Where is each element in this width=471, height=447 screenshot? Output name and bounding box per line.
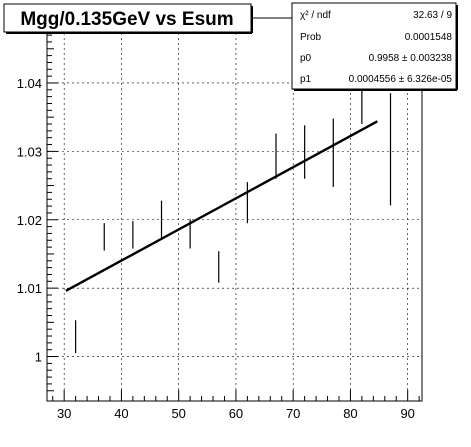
error-bars (75, 48, 392, 354)
fit-line (65, 120, 378, 292)
x-tick-label: 60 (229, 406, 243, 421)
x-tick-label: 80 (343, 406, 357, 421)
stats-chi2-value: 32.63 / 9 (413, 10, 452, 21)
y-tick-label: 1.04 (17, 76, 42, 91)
x-tick-label: 50 (171, 406, 185, 421)
stats-prob-value: 0.0001548 (405, 32, 453, 43)
stats-p0-value: 0.9958 ± 0.003238 (369, 53, 453, 64)
x-tick-label: 70 (286, 406, 300, 421)
stats-box: χ² / ndf 32.63 / 9 Prob 0.0001548 p0 0.9… (291, 2, 458, 91)
stats-p1-label: p1 (300, 74, 312, 85)
stats-prob-label: Prob (300, 32, 322, 43)
x-tick-label: 90 (400, 406, 414, 421)
y-tick-label: 1.03 (17, 144, 42, 159)
axis-ticks: 30 40 50 60 70 80 90 1 1.01 1.02 1.03 1.04 (17, 20, 420, 421)
y-tick-label: 1.01 (17, 281, 42, 296)
x-tick-label: 40 (114, 406, 128, 421)
y-tick-label: 1.02 (17, 213, 42, 228)
title-box: Mgg/0.135GeV vs Esum (3, 3, 253, 34)
grid (47, 18, 422, 401)
chart-title: Mgg/0.135GeV vs Esum (20, 9, 233, 30)
x-tick-label: 30 (57, 406, 71, 421)
stats-chi2-label: χ² / ndf (300, 10, 331, 21)
fit-line-group (65, 120, 378, 292)
stats-p0-label: p0 (300, 53, 312, 64)
y-tick-label: 1 (35, 350, 42, 365)
stats-p1-value: 0.0004556 ± 6.326e-05 (349, 74, 453, 85)
